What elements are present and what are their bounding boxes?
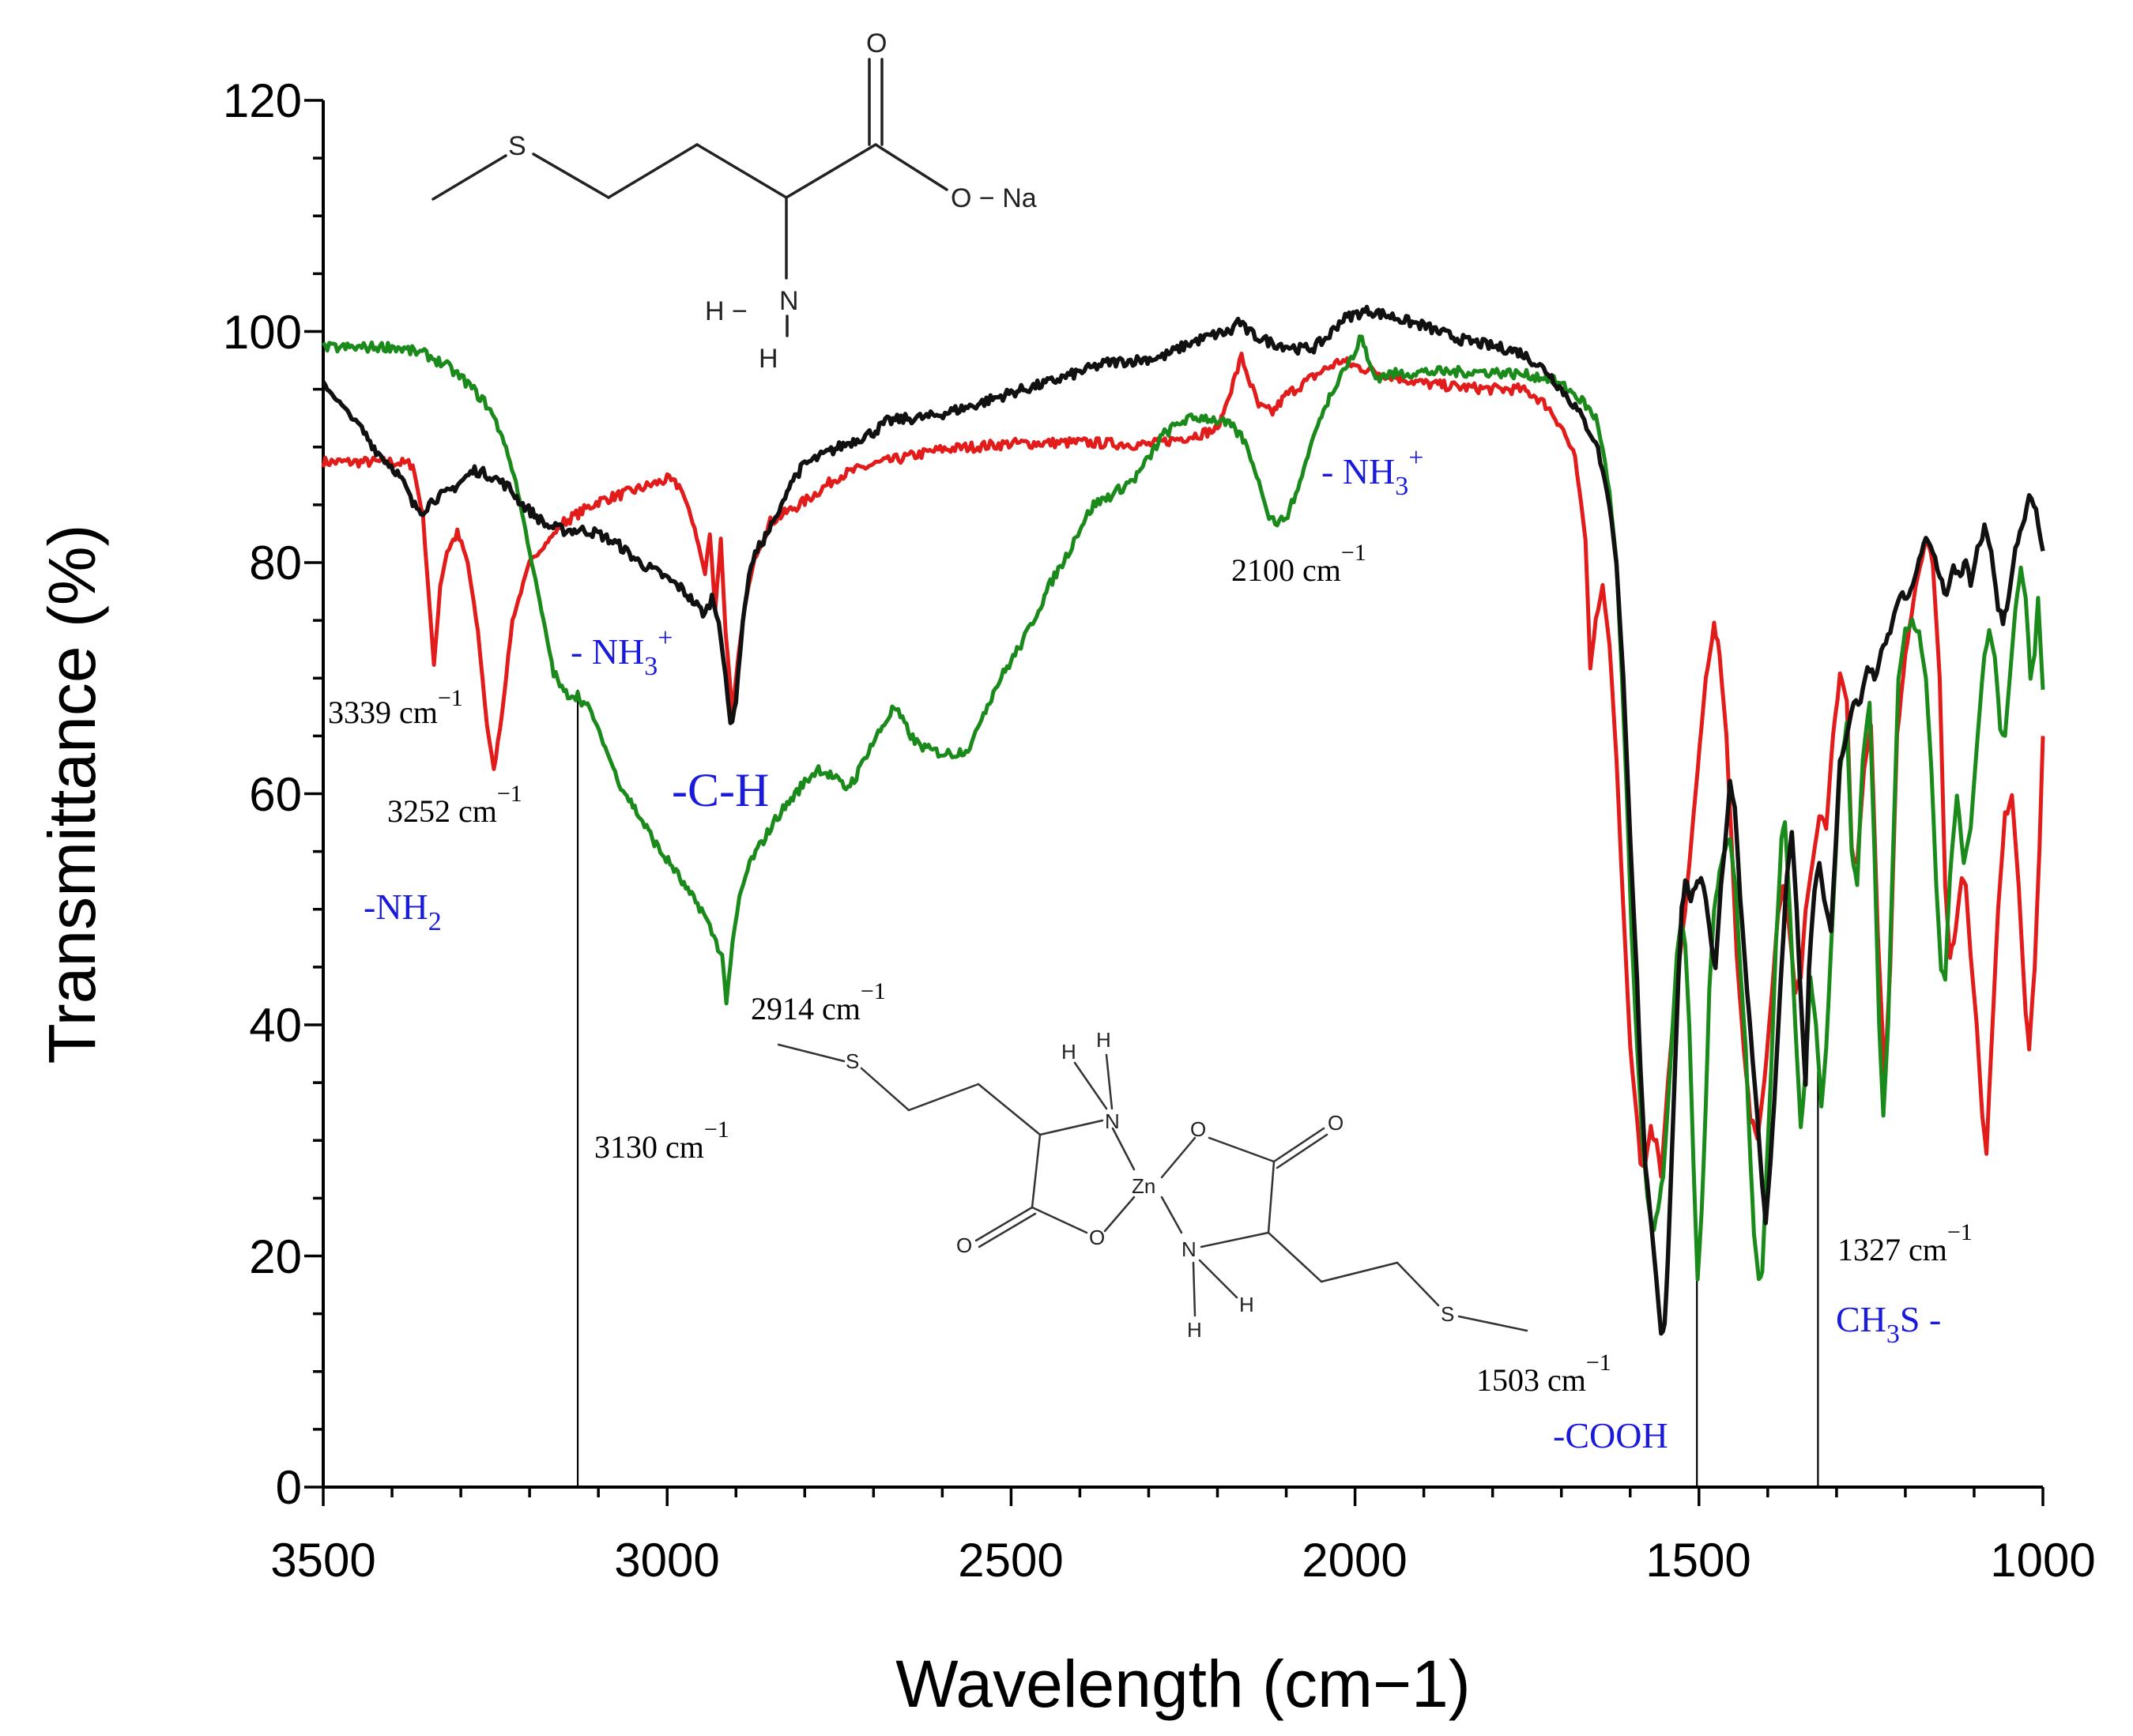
x-tick-label: 1500	[1645, 1534, 1750, 1587]
atom-label: N	[1181, 1237, 1197, 1261]
bond	[1031, 1133, 1042, 1209]
atom-label: O	[1089, 1226, 1105, 1249]
y-tick-label: 60	[249, 768, 302, 821]
bond	[1038, 1119, 1104, 1136]
annotation-3130: 3130 cm−1	[594, 1117, 729, 1165]
group-labels: -NH2 - NH3+ - NH3+ -C-H -COOH CH3S -	[364, 443, 1941, 1455]
group-label-nh2: -NH2	[364, 887, 442, 936]
bond	[1031, 1206, 1088, 1234]
y-tick-label: 120	[223, 74, 302, 127]
bond	[1272, 1127, 1325, 1163]
x-tick-labels: 3500 3000 2500 2000 1500 1000	[270, 1534, 2095, 1587]
atom-label: N	[1105, 1109, 1120, 1133]
bond	[1105, 1053, 1114, 1110]
series-black-line	[321, 304, 2045, 1336]
atom-label: S	[846, 1049, 859, 1073]
bond	[1192, 1261, 1197, 1317]
group-label-ch3s: CH3S -	[1836, 1299, 1941, 1349]
y-tick-label: 100	[223, 306, 302, 359]
bond	[1160, 1196, 1183, 1234]
bond	[431, 154, 507, 201]
bond	[532, 153, 610, 199]
bond	[978, 1212, 1037, 1248]
y-tick-label: 80	[249, 537, 302, 589]
bond	[1267, 1231, 1323, 1283]
annotation-3252: 3252 cm−1	[387, 781, 522, 829]
atom-label: O	[1190, 1117, 1206, 1141]
bond	[1320, 1261, 1399, 1283]
spectra	[321, 304, 2045, 1336]
ticks	[304, 99, 2044, 1506]
bond	[695, 143, 788, 199]
atom-label: O − Na	[951, 183, 1037, 213]
peak-annotations: 3339 cm−1 3252 cm−1 3130 cm−1 2914 cm−1 …	[328, 540, 1973, 1398]
bond	[974, 1206, 1034, 1242]
bond	[1457, 1315, 1528, 1332]
y-tick-labels: 0 20 40 60 80 100 120	[223, 74, 302, 1514]
bond	[1103, 1196, 1136, 1233]
bond	[1198, 1259, 1238, 1299]
marker-lines	[576, 689, 1819, 1487]
y-axis-title: Transmittance (%)	[35, 524, 109, 1064]
group-label-nh3-right: - NH3+	[1321, 443, 1423, 501]
x-tick-label: 3500	[270, 1534, 375, 1587]
atom-label: S	[1441, 1302, 1454, 1326]
annotation-2100: 2100 cm−1	[1231, 540, 1366, 588]
bond	[874, 143, 948, 191]
bond	[977, 1083, 1042, 1136]
bond	[907, 1083, 980, 1112]
molecule-sodium-methioninate: S O O − Na N H − H	[431, 28, 1037, 374]
annotation-1327: 1327 cm−1	[1837, 1219, 1973, 1267]
y-tick-label: 40	[249, 999, 302, 1052]
bond	[607, 143, 699, 199]
atom-label: O	[866, 28, 887, 58]
bond	[777, 1043, 846, 1063]
y-tick-label: 0	[276, 1461, 302, 1514]
atom-label: O	[1328, 1111, 1343, 1135]
annotation-3339: 3339 cm−1	[328, 685, 463, 730]
group-label-ch: -C-H	[672, 764, 769, 816]
series-green-line	[321, 334, 2045, 1282]
atom-label: H	[759, 344, 778, 374]
atom-label: H	[1061, 1040, 1076, 1064]
bond	[860, 1067, 910, 1112]
group-label-nh3-left: - NH3+	[571, 623, 673, 681]
atom-label: Zn	[1132, 1174, 1155, 1198]
atom-label: O	[956, 1233, 972, 1257]
annotation-2914: 2914 cm−1	[751, 978, 886, 1026]
x-axis-title: Wavelength (cm−1)	[895, 1647, 1471, 1721]
bond	[1396, 1261, 1440, 1307]
series-red-line	[321, 352, 2045, 1179]
x-tick-label: 2000	[1302, 1534, 1407, 1587]
x-tick-label: 1000	[1990, 1534, 2095, 1587]
annotation-1503: 1503 cm−1	[1476, 1350, 1611, 1398]
bond	[1208, 1136, 1276, 1163]
x-tick-label: 3000	[614, 1534, 719, 1587]
atom-label: N	[779, 286, 799, 316]
bond	[1160, 1136, 1197, 1179]
bond	[785, 143, 877, 199]
bond	[1073, 1061, 1108, 1110]
group-label-cooh: -COOH	[1553, 1415, 1668, 1455]
bond	[1111, 1127, 1136, 1171]
atom-label: H −	[705, 296, 748, 326]
bond	[1276, 1133, 1328, 1169]
bond	[1200, 1231, 1270, 1248]
atom-label: H	[1096, 1028, 1111, 1052]
atom-label: H	[1187, 1318, 1202, 1342]
molecule-zinc-complex: S N H H O O Zn O O N H H S	[777, 1028, 1528, 1342]
x-tick-label: 2500	[958, 1534, 1063, 1587]
bond	[1267, 1160, 1276, 1234]
atom-label: S	[508, 131, 526, 161]
y-tick-label: 20	[249, 1230, 302, 1283]
atom-label: H	[1239, 1293, 1254, 1316]
